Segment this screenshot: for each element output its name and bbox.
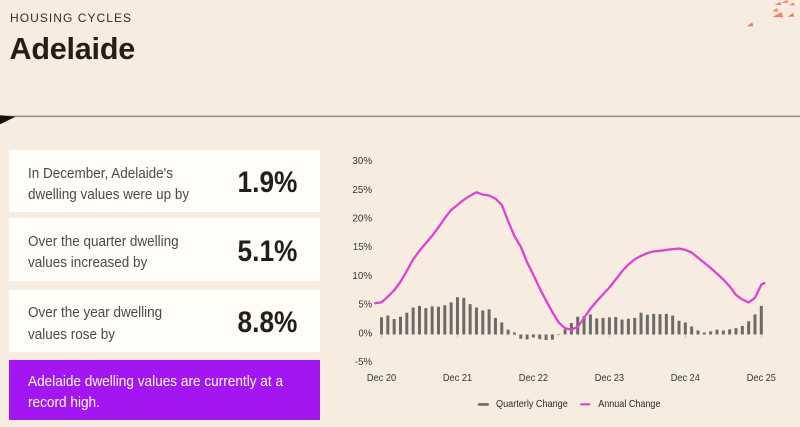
svg-text:10%: 10% — [352, 270, 372, 282]
svg-text:20%: 20% — [352, 213, 372, 225]
svg-text:Dec 23: Dec 23 — [595, 372, 624, 384]
svg-text:Annual Change: Annual Change — [598, 398, 660, 410]
svg-text:30%: 30% — [352, 155, 372, 167]
svg-text:25%: 25% — [352, 184, 372, 196]
svg-text:Dec 25: Dec 25 — [747, 372, 776, 384]
svg-text:-5%: -5% — [355, 356, 372, 368]
svg-text:Quarterly Change: Quarterly Change — [496, 398, 568, 410]
svg-text:Dec 24: Dec 24 — [671, 372, 700, 384]
svg-text:Dec 20: Dec 20 — [367, 372, 396, 384]
svg-text:5%: 5% — [359, 299, 373, 311]
svg-text:15%: 15% — [353, 241, 372, 253]
svg-text:Dec 22: Dec 22 — [519, 372, 548, 384]
svg-text:0%: 0% — [359, 327, 373, 339]
svg-text:Dec 21: Dec 21 — [443, 372, 472, 384]
